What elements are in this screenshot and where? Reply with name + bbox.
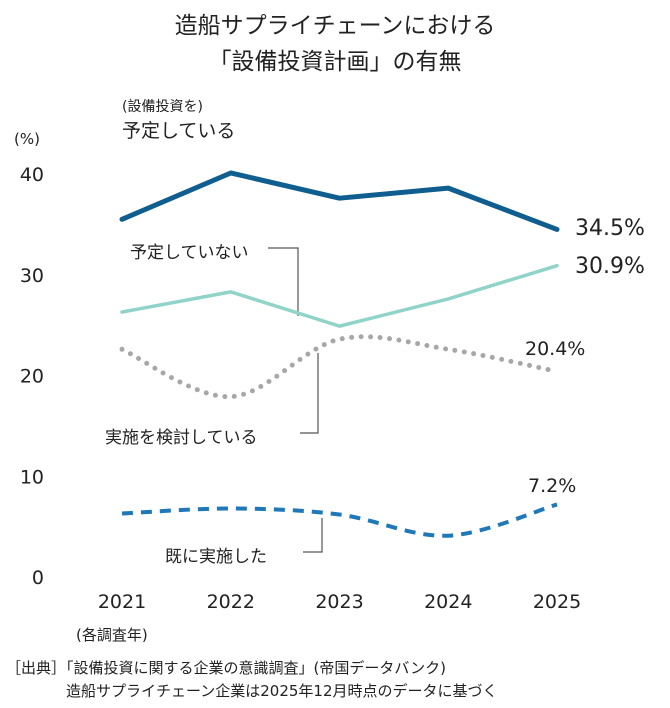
- series-line-planned: [119, 170, 560, 232]
- series-label-not-planned: 予定していない: [130, 243, 249, 263]
- source-line-1: ［出典］「設備投資に関する企業の意識調査」(帝国データバンク): [6, 659, 446, 677]
- x-tick-label: 2021: [98, 591, 146, 613]
- end-label-not-planned: 30.9%: [575, 254, 645, 279]
- leader-line-implemented: [303, 518, 323, 553]
- source-line-2: 造船サプライチェーン企業は2025年12月時点のデータに基づく: [66, 682, 498, 700]
- y-tick-label: 40: [20, 164, 44, 186]
- y-tick-label: 10: [20, 466, 44, 488]
- y-tick-label: 0: [32, 567, 44, 589]
- leader-line-not-planned: [268, 247, 299, 316]
- series-line-implemented: [121, 502, 558, 538]
- x-axis-label: (各調査年): [76, 626, 148, 644]
- y-tick-label: 20: [20, 366, 44, 388]
- x-tick-label: 2022: [207, 591, 255, 613]
- series-label-planned: 予定している: [122, 120, 236, 142]
- y-axis-unit: (%): [14, 130, 40, 148]
- leader-line-considering: [300, 353, 319, 434]
- chart-subtitle: 「設備投資計画」の有無: [208, 49, 462, 75]
- series-line-not-planned: [120, 263, 559, 328]
- x-tick-label: 2024: [424, 591, 472, 613]
- x-tick-label: 2023: [315, 591, 363, 613]
- end-label-considering: 20.4%: [525, 338, 585, 360]
- series-label-implemented: 既に実施した: [165, 547, 267, 567]
- y-tick-label: 30: [20, 265, 44, 287]
- series-prefix-label: (設備投資を): [122, 99, 203, 115]
- chart-title: 造船サプライチェーンにおける: [174, 13, 496, 39]
- x-tick-label: 2025: [533, 591, 581, 613]
- end-label-planned: 34.5%: [575, 216, 645, 241]
- end-label-implemented: 7.2%: [528, 475, 576, 497]
- series-line-considering: [119, 334, 560, 400]
- series-label-considering: 実施を検討している: [105, 428, 258, 448]
